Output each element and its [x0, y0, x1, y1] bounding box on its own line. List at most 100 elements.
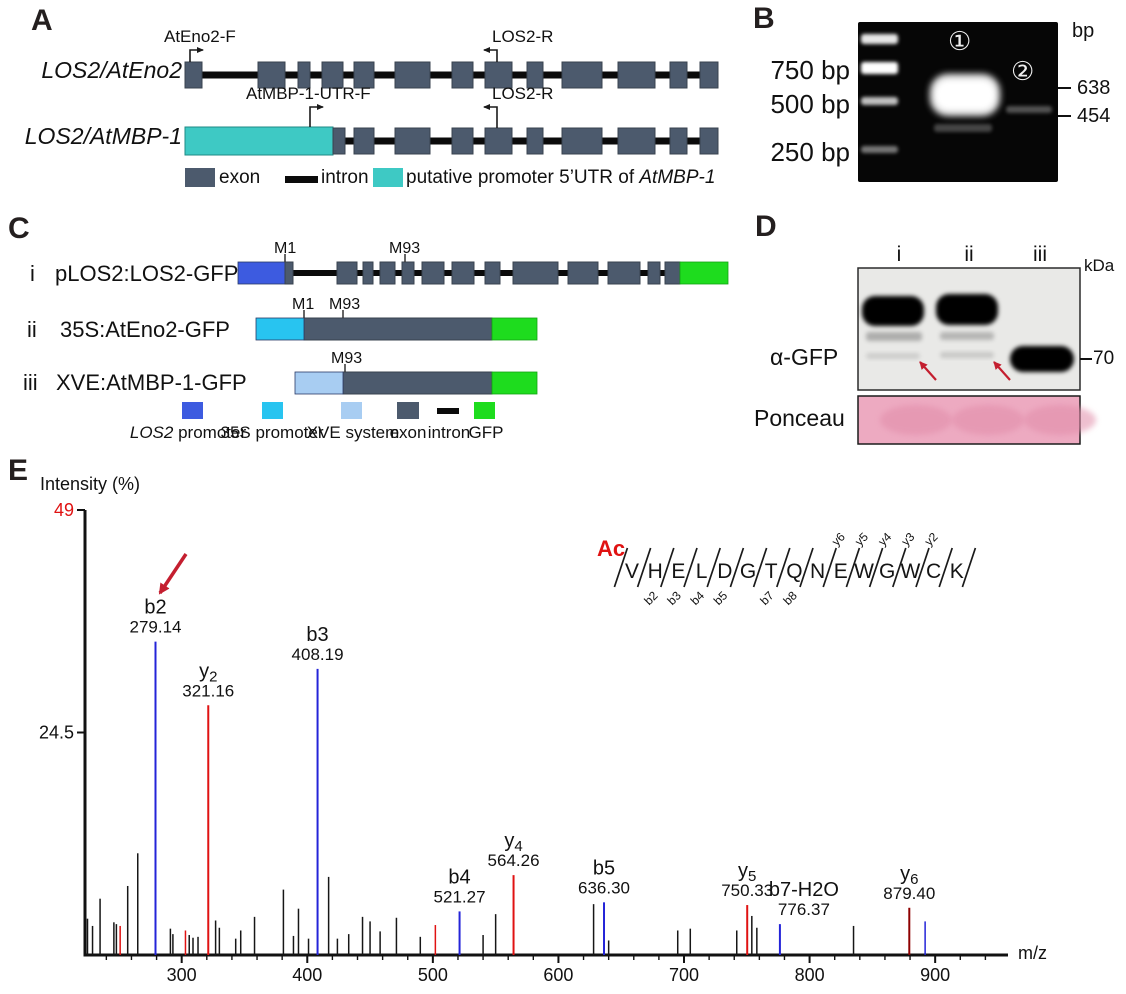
peak-ion-label: b2: [144, 597, 166, 619]
panel-d-blot-image: [857, 267, 1096, 445]
legend-promoter-label: putative promoter 5’UTR of AtMBP-1: [406, 167, 715, 189]
primer-arrow: [483, 47, 498, 62]
ladder-label-250bp: 250 bp: [770, 137, 850, 167]
cleavage-slash: [799, 547, 814, 588]
peak-ion-label: y6: [900, 863, 918, 888]
exon-box: [451, 127, 474, 155]
blot-unit-label: kDa: [1084, 256, 1115, 275]
primer-label-atmbp1-utr-f: AtMBP-1-UTR-F: [246, 84, 371, 103]
cleavage-slash: [822, 547, 838, 588]
peptide-residue: W: [900, 560, 920, 583]
peptide-residue: V: [625, 560, 639, 583]
blot-lane-iii-label: iii: [1033, 243, 1047, 266]
ponceau-lane-blob: [952, 405, 1024, 435]
peptide-residue: C: [926, 560, 941, 583]
y-ion-label: y3: [899, 530, 918, 549]
ponceau-strip: [857, 395, 1081, 445]
construct-iii-name: XVE:AtMBP-1-GFP: [56, 370, 247, 395]
exon-box: [394, 61, 431, 89]
pcr-product-band: [930, 74, 1000, 116]
legend-intron-label: intron: [321, 167, 369, 188]
y-ion-label: y5: [852, 530, 871, 549]
ponceau-lane-blob: [880, 405, 952, 435]
legend-35s-promoter-label: 35S promoter: [220, 423, 324, 442]
gene-name-los2-atmbp1: LOS2/AtMBP-1: [24, 123, 182, 149]
peptide-residue: T: [765, 560, 778, 583]
exon-box: [567, 261, 599, 285]
ladder-band: [861, 34, 898, 44]
cleavage-slash: [729, 547, 745, 588]
primer-label-ateno2-f: AtEno2-F: [164, 27, 236, 46]
cds-body-box: [303, 317, 493, 341]
legend-xve-label: XVE system: [306, 423, 400, 442]
gel-unit-label: bp: [1072, 20, 1095, 42]
x-tick-label: 400: [292, 965, 322, 985]
b-ion-label: b3: [664, 588, 684, 608]
cleavage-slash: [659, 547, 675, 588]
ladder-label-750bp: 750 bp: [770, 55, 850, 85]
promoter-utr-box: [184, 126, 334, 156]
exon-box: [451, 261, 475, 285]
b-ion-label: b7: [757, 588, 777, 608]
blot-band: [1010, 346, 1074, 372]
cleavage-slash: [845, 547, 861, 588]
x-tick-label: 500: [418, 965, 448, 985]
cleavage-slash: [613, 547, 629, 588]
gfp-box: [679, 261, 729, 285]
exon-box: [664, 261, 681, 285]
exon-box: [617, 61, 656, 89]
exon-box: [699, 127, 719, 155]
pcr-product-band-core: [937, 82, 993, 108]
red-arrow: [993, 361, 1011, 381]
gene-name-los2-ateno2: LOS2/AtEno2: [41, 57, 182, 83]
construct-ii-name: 35S:AtEno2-GFP: [60, 317, 230, 342]
gel-size-454: 454: [1077, 105, 1111, 127]
legend-gfp-swatch: [474, 402, 495, 419]
panel-b-letter: B: [753, 2, 775, 35]
ladder-band: [861, 97, 898, 105]
panel-e-letter: E: [8, 454, 29, 487]
ponceau-lane-blob: [1024, 405, 1096, 435]
primer-arrow: [309, 104, 324, 127]
peak-mz-value: 776.37: [778, 900, 830, 919]
peak-ion-label: y4: [504, 830, 522, 855]
x-tick-label: 800: [795, 965, 825, 985]
panel-c-letter: C: [8, 212, 30, 245]
peak-mz-value: 879.40: [883, 884, 935, 903]
peak-ion-label: y2: [199, 660, 217, 685]
legend-gfp-label: GFP: [468, 423, 504, 442]
exon-box: [669, 61, 688, 89]
ladder-band: [861, 62, 898, 74]
construct-i-num: i: [30, 261, 35, 286]
peptide-residue: G: [740, 560, 756, 583]
x-tick-label: 900: [920, 965, 950, 985]
peak-mz-value: 279.14: [129, 618, 181, 637]
blot-membrane: [857, 267, 1081, 391]
peak-ion-label: b4: [448, 866, 470, 888]
b-ion-label: b4: [688, 588, 708, 608]
cleavage-slash: [775, 547, 791, 588]
construct-ii-num: ii: [27, 317, 37, 342]
exon-box: [699, 61, 719, 89]
legend-promoter-swatch: [373, 168, 403, 187]
y-ion-label: y2: [922, 530, 941, 549]
peptide-residue: Q: [786, 560, 802, 583]
exon-box: [184, 61, 203, 89]
legend-los2-rest: promoter: [173, 423, 247, 442]
legend-los2-promoter-label: LOS2 promoter: [130, 423, 247, 443]
blot-band: [936, 294, 998, 325]
faint-band: [934, 124, 992, 132]
exon-box: [484, 261, 501, 285]
legend-35s-promoter-swatch: [262, 402, 283, 419]
peptide-residue: G: [879, 560, 895, 583]
peak-mz-value: 521.27: [434, 887, 486, 906]
exon-box: [669, 127, 688, 155]
b-ion-label: b5: [711, 588, 731, 608]
peak-ion-label: b5: [593, 857, 615, 879]
panel-a-letter: A: [31, 4, 53, 37]
peptide-residue: K: [950, 560, 964, 583]
peptide-residue: E: [671, 560, 685, 583]
legend-intron-swatch-c: [437, 408, 459, 414]
